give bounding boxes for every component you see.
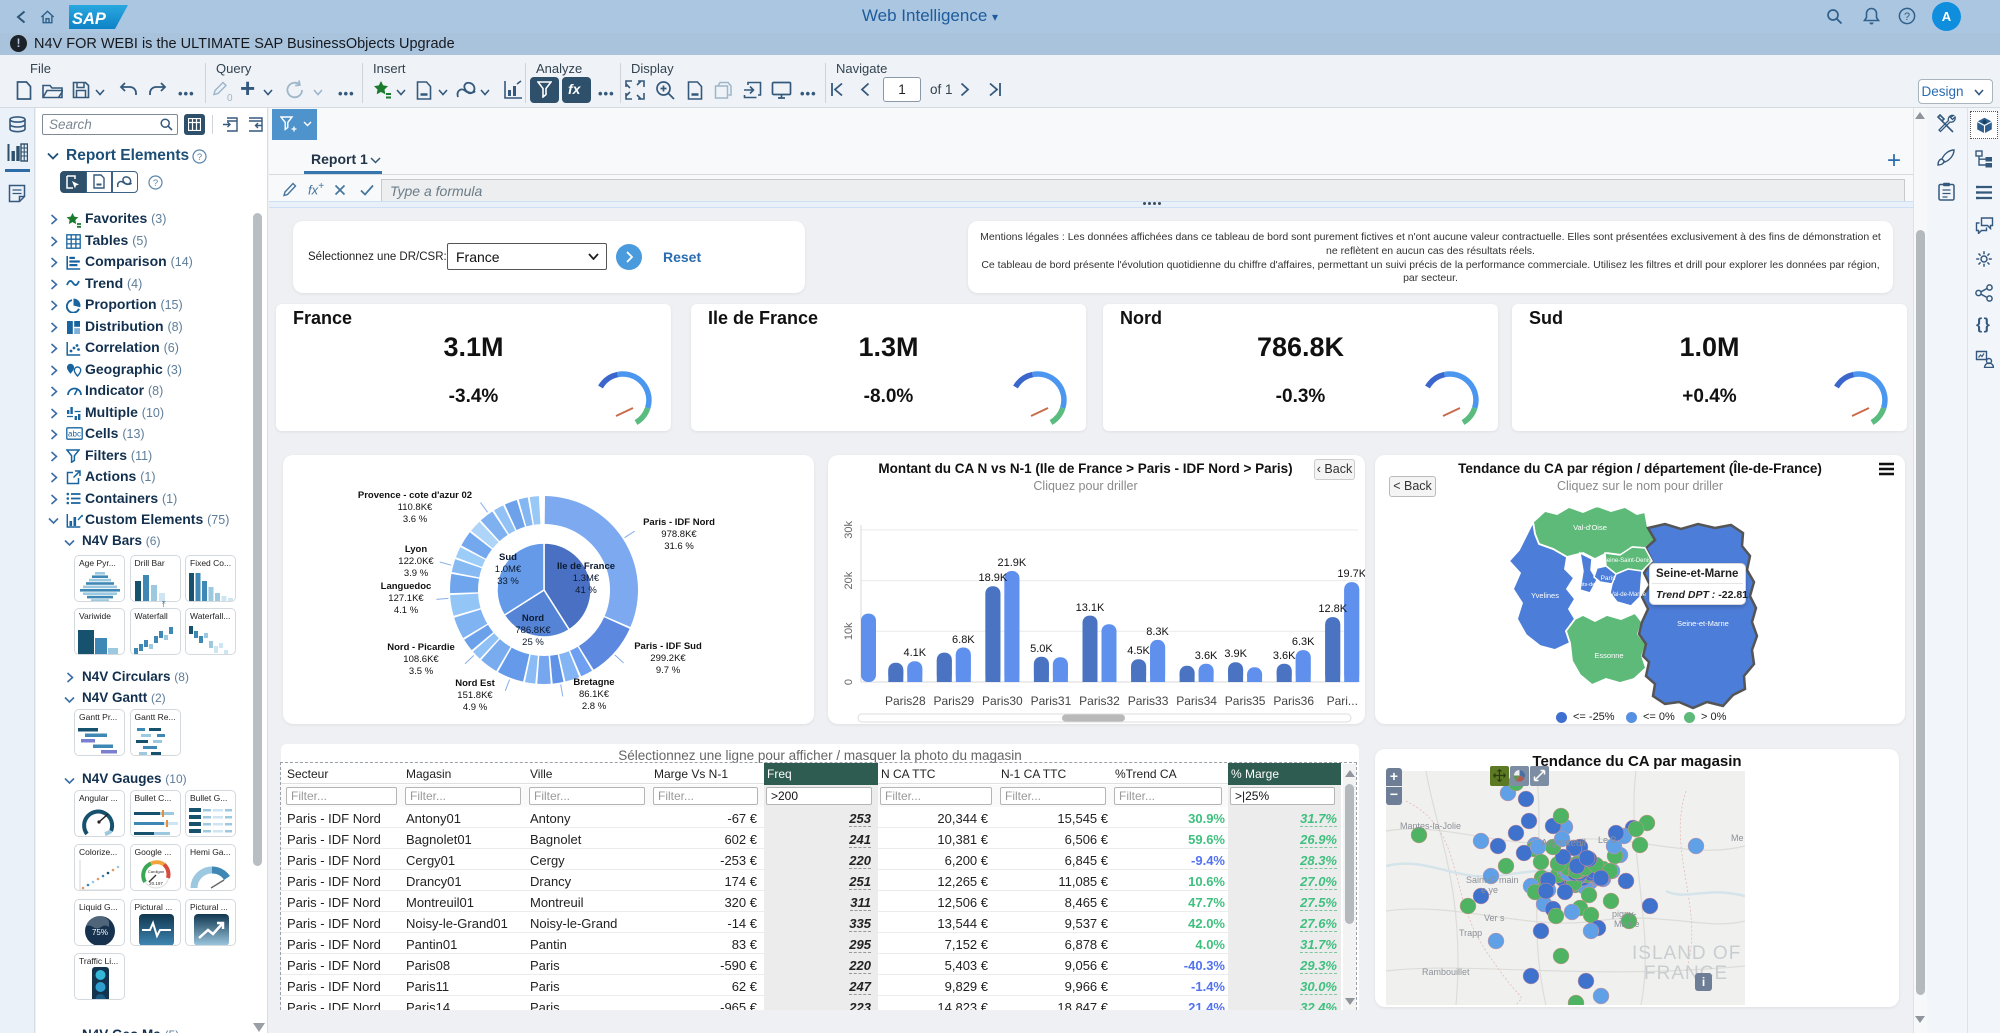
- svg-text:Paris28: Paris28: [885, 694, 926, 708]
- svg-text:75%: 75%: [92, 928, 108, 937]
- svg-text:abc: abc: [68, 430, 81, 439]
- svg-text:Me: Me: [1731, 833, 1744, 843]
- svg-text:Trapp: Trapp: [1459, 928, 1482, 938]
- svg-text:3.6K: 3.6K: [1273, 650, 1296, 662]
- svg-text:30k: 30k: [843, 521, 855, 539]
- svg-text:8.3K: 8.3K: [1146, 626, 1169, 638]
- svg-text:ISLAND OF: ISLAND OF: [1632, 943, 1741, 964]
- svg-text:Yvelines: Yvelines: [1531, 591, 1559, 600]
- svg-text:Paris35: Paris35: [1225, 694, 1266, 708]
- svg-text:12.8K: 12.8K: [1318, 603, 1347, 615]
- svg-text:18.9K: 18.9K: [979, 572, 1008, 584]
- svg-text:20k: 20k: [843, 571, 855, 589]
- svg-text:3.6K: 3.6K: [1195, 650, 1218, 662]
- svg-text:Pari...: Pari...: [1327, 694, 1358, 708]
- svg-text:FRANCE: FRANCE: [1644, 963, 1728, 984]
- svg-text:5.0K: 5.0K: [1030, 643, 1053, 655]
- svg-text:Saint-G main: Saint-G main: [1466, 875, 1519, 885]
- svg-text:?: ?: [153, 178, 158, 189]
- svg-text:pigny-: pigny-: [1612, 909, 1637, 919]
- svg-text:Mantes-la-Jolie: Mantes-la-Jolie: [1400, 821, 1461, 831]
- svg-text:0: 0: [843, 679, 855, 685]
- svg-text:Paris34: Paris34: [1176, 694, 1217, 708]
- svg-text:Hauts-de-Seine: Hauts-de-Seine: [1573, 582, 1611, 588]
- svg-text:Rambouillet: Rambouillet: [1422, 967, 1470, 977]
- svg-text:Ver s: Ver s: [1484, 913, 1505, 923]
- svg-text:3.9K: 3.9K: [1224, 648, 1247, 660]
- svg-text:Seine-et-Marne: Seine-et-Marne: [1677, 619, 1729, 628]
- svg-text:SAP: SAP: [72, 10, 107, 28]
- svg-text:Marne: Marne: [1614, 919, 1640, 929]
- svg-text:Paris32: Paris32: [1079, 694, 1120, 708]
- svg-text:Val-d'Oise: Val-d'Oise: [1573, 523, 1607, 532]
- svg-text:4.5K: 4.5K: [1127, 645, 1150, 657]
- svg-text:Paris: Paris: [1601, 575, 1617, 582]
- svg-text:Paris31: Paris31: [1031, 694, 1072, 708]
- svg-text:Paris29: Paris29: [934, 694, 975, 708]
- svg-text:Essonne: Essonne: [1594, 651, 1623, 660]
- svg-text:Paris36: Paris36: [1273, 694, 1314, 708]
- svg-text:19.7K: 19.7K: [1337, 568, 1365, 580]
- svg-text:?: ?: [1904, 11, 1910, 23]
- svg-text:20.197: 20.197: [149, 881, 163, 886]
- svg-text:Argenteuil: Argenteuil: [1541, 838, 1586, 849]
- svg-text:4.1K: 4.1K: [903, 647, 926, 659]
- svg-text:6.3K: 6.3K: [1292, 636, 1315, 648]
- svg-text:Seine-Saint-Denis: Seine-Saint-Denis: [1603, 558, 1651, 564]
- svg-text:10k: 10k: [843, 622, 855, 640]
- svg-text:e ye: e ye: [1481, 885, 1498, 895]
- svg-text:Paris30: Paris30: [982, 694, 1023, 708]
- svg-text:?: ?: [197, 152, 202, 163]
- svg-text:21.9K: 21.9K: [998, 557, 1027, 569]
- svg-text:Le B: Le B: [1598, 835, 1617, 845]
- svg-text:Cardigan: Cardigan: [147, 869, 163, 874]
- svg-text:Paris33: Paris33: [1128, 694, 1169, 708]
- svg-text:13.1K: 13.1K: [1076, 602, 1105, 614]
- svg-text:6.8K: 6.8K: [952, 634, 975, 646]
- svg-text:Val-de-Marne: Val-de-Marne: [1610, 592, 1647, 598]
